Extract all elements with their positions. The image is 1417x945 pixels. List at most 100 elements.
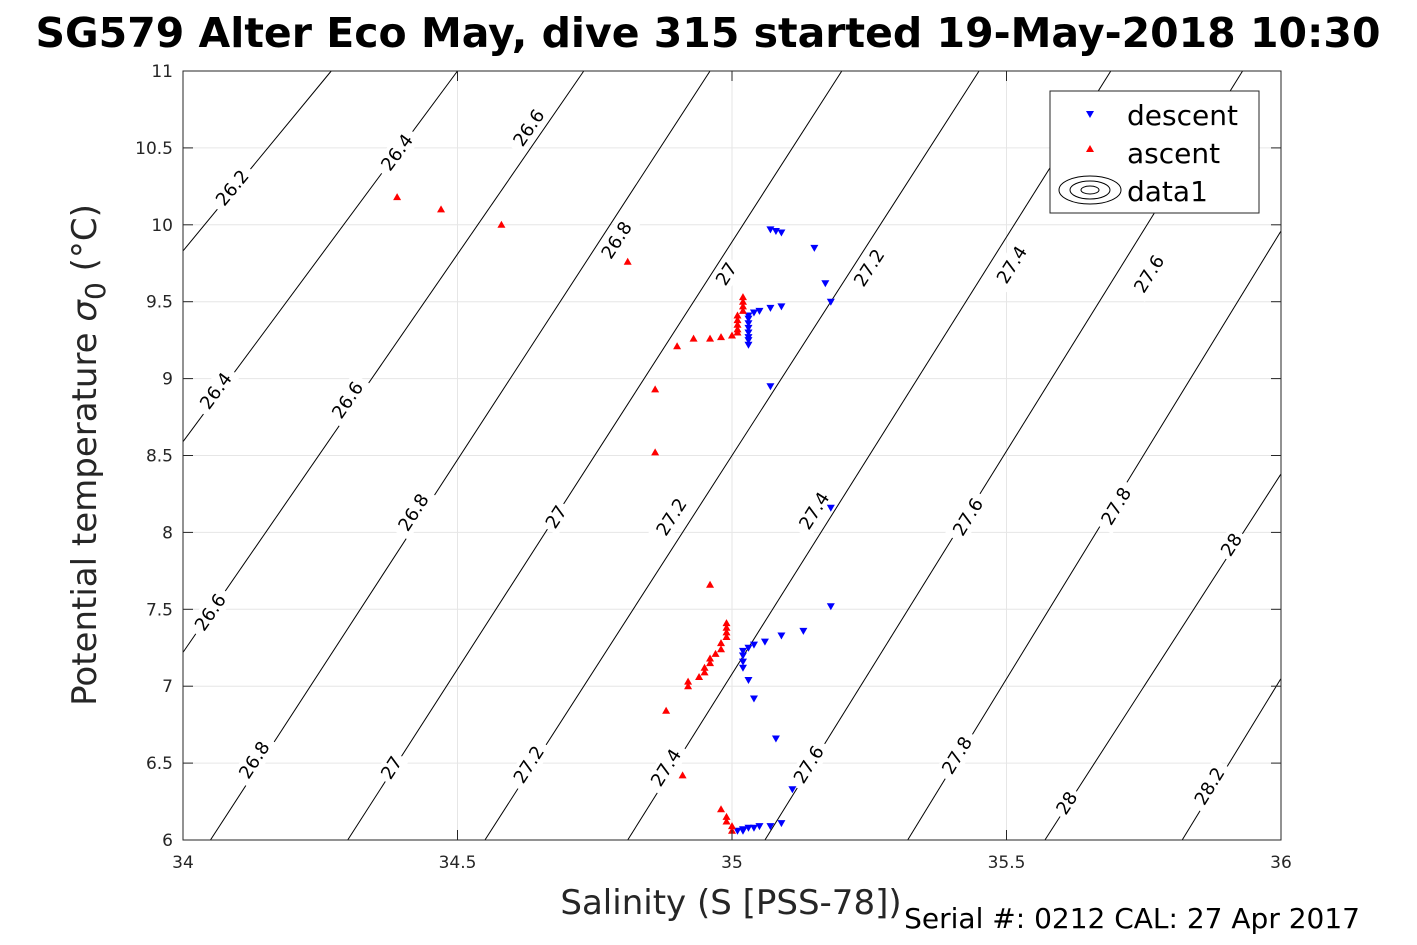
contour-label: 26.8 xyxy=(390,484,437,541)
density-contour-line xyxy=(182,70,585,653)
contour-label: 28.2 xyxy=(1186,758,1233,815)
ascent-point xyxy=(678,771,687,779)
contour-label-bg xyxy=(642,739,690,796)
ascent-point xyxy=(722,632,731,640)
descent-point xyxy=(810,244,819,252)
contour-label-bg xyxy=(648,489,695,545)
legend-contour-icon xyxy=(1058,175,1122,205)
y-tick-label: 11 xyxy=(151,62,173,82)
contour-label-bg xyxy=(1049,784,1085,822)
contour-label-bg xyxy=(538,498,574,536)
legend-data1-label: data1 xyxy=(1127,175,1208,208)
descent-point xyxy=(799,627,808,635)
descent-point xyxy=(777,632,786,640)
ascent-point xyxy=(722,812,731,820)
ascent-point xyxy=(722,623,731,631)
y-tick-label: 9 xyxy=(162,370,173,390)
descent-point xyxy=(826,504,835,512)
x-tick-label: 35 xyxy=(721,853,743,873)
x-tick-label: 35.5 xyxy=(988,853,1026,873)
y-tick-label: 10 xyxy=(151,216,173,236)
contour-label: 26.4 xyxy=(191,363,241,419)
ascent-point xyxy=(689,334,698,342)
descent-point xyxy=(749,695,758,703)
y-tick-label: 6 xyxy=(162,831,173,851)
data-series xyxy=(393,193,835,835)
descent-point xyxy=(744,324,753,332)
serial-calibration-footer: Serial #: 0212 CAL: 27 Apr 2017 xyxy=(904,902,1360,935)
ascent-point xyxy=(393,193,402,201)
density-contour-line xyxy=(347,70,843,841)
contour-label-bg xyxy=(934,727,981,784)
descent-point xyxy=(738,658,747,666)
ascent-point xyxy=(623,257,632,265)
descent-point xyxy=(777,820,786,828)
density-contour-line xyxy=(627,70,1112,841)
contour-label-bg xyxy=(785,736,832,793)
descent-point xyxy=(788,786,797,794)
ascent-point xyxy=(700,668,709,676)
ascent-point xyxy=(733,311,742,319)
descent-point xyxy=(744,337,753,345)
descent-point xyxy=(744,341,753,349)
contour-label-bg xyxy=(945,489,992,545)
contour-label: 27.2 xyxy=(648,489,695,545)
x-axis-label: Salinity (S [PSS-78]) xyxy=(560,883,901,923)
x-tick-label: 36 xyxy=(1270,853,1292,873)
descent-point xyxy=(760,638,769,646)
x-tick-label: 34 xyxy=(172,853,194,873)
contour-label-bg xyxy=(791,483,838,539)
contour-label: 27.6 xyxy=(785,736,832,793)
contour-label-bg xyxy=(191,363,241,419)
axis-ticks: 34 34.5 35 35.5 36 6 6.5 7 7.5 8 8.5 9 9.5 10 10.5 11 xyxy=(135,62,1292,873)
descent-point xyxy=(733,827,742,835)
ascent-point xyxy=(738,293,747,301)
contour-label-bg xyxy=(207,160,258,215)
legend: descent ascent data1 xyxy=(1049,90,1260,214)
ascent-point xyxy=(497,220,506,228)
density-contour-line xyxy=(1044,473,1282,841)
contour-label: 27.4 xyxy=(988,236,1036,293)
ascent-point xyxy=(684,682,693,690)
contour-label-bg xyxy=(1186,758,1233,815)
descent-point xyxy=(749,824,758,832)
contour-label: 27.2 xyxy=(505,736,553,793)
ascent-point xyxy=(728,822,736,830)
ascent-point xyxy=(706,334,715,342)
ascent-point xyxy=(722,628,731,636)
legend-descent-label: descent xyxy=(1127,99,1238,132)
descent-point xyxy=(766,823,775,831)
y-tick-label: 9.5 xyxy=(146,293,173,313)
contour-label-bg xyxy=(988,236,1036,293)
contour-label: 28 xyxy=(1049,784,1085,822)
y-axis-label: Potential temperature σ0 (°C) xyxy=(65,204,112,706)
legend-ascent-marker xyxy=(1086,145,1094,152)
contour-label: 27 xyxy=(374,749,409,787)
contour-label: 27 xyxy=(538,498,574,536)
legend-ascent-label: ascent xyxy=(1127,137,1220,170)
ascent-point xyxy=(706,580,715,588)
descent-point xyxy=(826,298,835,306)
contour-label-bg xyxy=(505,736,553,793)
descent-point xyxy=(744,329,753,337)
ascent-point xyxy=(717,805,726,813)
contour-label: 26.6 xyxy=(186,584,235,641)
contour-label-bg xyxy=(374,749,409,787)
ascent-point xyxy=(717,645,726,653)
descent-point xyxy=(777,229,786,237)
density-contour-line xyxy=(484,70,980,841)
ascent-point xyxy=(706,654,715,662)
density-contour-line xyxy=(1181,678,1282,841)
descent-point xyxy=(738,827,747,835)
ascent-point xyxy=(738,306,747,314)
contour-label-bg xyxy=(372,125,422,180)
ascent-point xyxy=(706,659,715,667)
descent-point xyxy=(826,603,835,611)
contour-label-bg xyxy=(1126,246,1173,302)
y-tick-label: 10.5 xyxy=(135,139,173,159)
contour-label-bg xyxy=(593,212,641,268)
contour-label: 27.4 xyxy=(642,739,690,796)
y-tick-label: 8.5 xyxy=(146,447,173,467)
contour-label-bg xyxy=(323,372,372,428)
y-tick-label: 7.5 xyxy=(146,600,173,620)
